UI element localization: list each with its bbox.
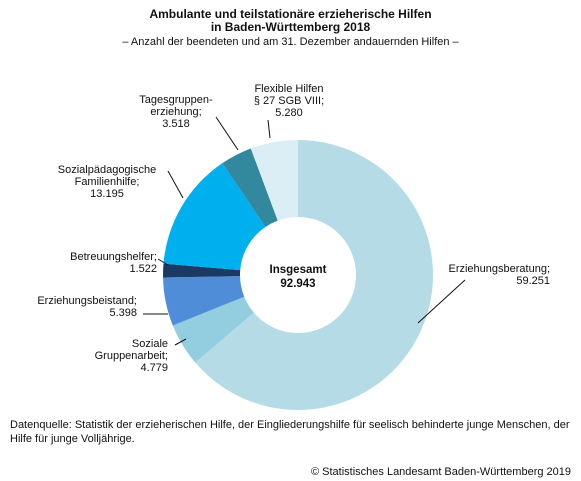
slice-labels: Erziehungsberatung; 59.251 Soziale Gruppena… (37, 83, 550, 374)
slice-sozialpädagogische-familienhilfe (163, 163, 266, 271)
copyright-note: © Statistisches Landesamt Baden-Württemb… (310, 466, 571, 478)
leader-line (167, 170, 184, 199)
leader-line (417, 279, 466, 324)
leader-line (174, 338, 187, 346)
slice-label: Sozialpädagogische Familienhilfe; 13.195 (58, 164, 156, 200)
center-total-value: 92.943 (280, 278, 315, 290)
slice-erziehungsbeistand (163, 276, 245, 326)
slice-label: Tagesgruppen-erziehung; 3.518 (139, 94, 213, 130)
chart-title-line-2: in Baden-Württemberg 2018 (210, 20, 371, 34)
slice-betreuungshelfer (162, 263, 241, 278)
slice-label: Erziehungsbeistand; 5.398 (37, 295, 137, 319)
leader-line (157, 258, 169, 266)
slice-label: Erziehungsberatung; 59.251 (448, 263, 550, 287)
chart-title-block: Ambulante und teilstationäre erzieherisc… (0, 8, 581, 49)
chart-title-line-1: Ambulante und teilstationäre erzieherisc… (149, 7, 432, 21)
donut-slices (162, 140, 433, 410)
leader-line (267, 119, 271, 139)
slice-flexible-hilfen-27-sgb-viii (250, 140, 298, 221)
leader-line (215, 116, 239, 151)
chart-subtitle: – Anzahl der beendeten und am 31. Dezemb… (122, 36, 459, 48)
slice-erziehungsberatung (195, 140, 433, 410)
slice-label: Soziale Gruppenarbeit; 4.779 (95, 338, 168, 374)
slice-label: Flexible Hilfen § 27 SGB VIII; 5.280 (254, 83, 324, 119)
slice-soziale-gruppenarbeit (172, 296, 254, 363)
data-source-note: Datenquelle: Statistik der erzieherische… (10, 419, 570, 445)
center-total-label: Insgesamt (270, 264, 327, 276)
slice-tagesgruppenerziehung (222, 148, 278, 227)
slice-label: Betreuungshelfer; 1.522 (70, 251, 157, 275)
leader-lines (143, 116, 466, 346)
